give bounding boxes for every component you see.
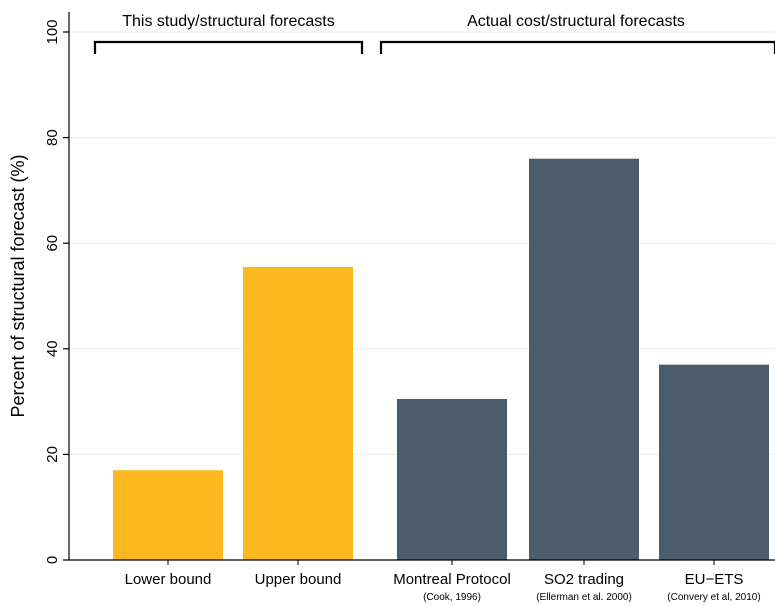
x-category-labels: Lower bound Upper bound Montreal Protocol (… — [125, 560, 761, 603]
y-tick-label: 60 — [44, 235, 61, 252]
group-bracket — [93, 40, 364, 54]
x-tick-sublabel: (Ellerman et al. 2000) — [536, 592, 632, 603]
x-tick-sublabel: (Cook, 1996) — [423, 592, 481, 603]
x-tick-label: Upper bound — [255, 571, 342, 588]
group-label: Actual cost/structural forecasts — [467, 13, 685, 30]
group-bracket — [379, 40, 775, 54]
group-brackets: This study/structural forecasts Actual co… — [93, 13, 775, 54]
y-ticks: 0 20 40 60 80 100 — [44, 19, 69, 564]
bar — [113, 470, 223, 560]
y-tick-label: 40 — [44, 340, 61, 357]
y-tick-label: 80 — [44, 129, 61, 146]
x-tick-label: Lower bound — [125, 571, 212, 588]
x-tick-label: SO2 trading — [544, 571, 624, 588]
gridlines — [69, 31, 775, 455]
x-tick-label: EU−ETS — [685, 571, 744, 588]
bar — [529, 158, 639, 560]
group-label: This study/structural forecasts — [122, 13, 335, 30]
x-tick-label: Montreal Protocol — [393, 571, 511, 588]
bars — [113, 158, 769, 560]
bar — [397, 398, 507, 560]
bar — [243, 266, 353, 560]
y-tick-label: 100 — [44, 19, 61, 44]
x-tick-sublabel: (Convery et al, 2010) — [667, 592, 760, 603]
y-axis-label: Percent of structural forecast (%) — [8, 154, 28, 417]
bar — [659, 364, 769, 560]
y-tick-label: 20 — [44, 446, 61, 463]
y-tick-label: 0 — [44, 556, 61, 564]
